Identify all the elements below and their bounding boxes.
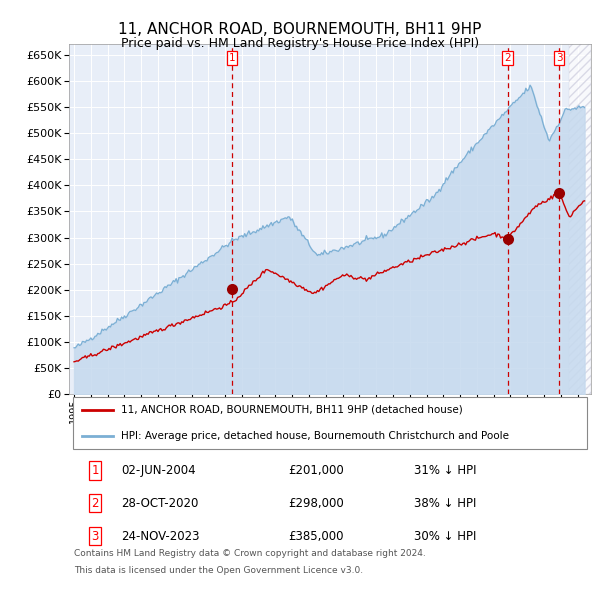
Text: 11, ANCHOR ROAD, BOURNEMOUTH, BH11 9HP (detached house): 11, ANCHOR ROAD, BOURNEMOUTH, BH11 9HP (… [121,405,463,415]
Text: HPI: Average price, detached house, Bournemouth Christchurch and Poole: HPI: Average price, detached house, Bour… [121,431,509,441]
Text: £385,000: £385,000 [288,529,344,543]
Text: Price paid vs. HM Land Registry's House Price Index (HPI): Price paid vs. HM Land Registry's House … [121,37,479,50]
Text: 3: 3 [556,53,562,63]
Text: 24-NOV-2023: 24-NOV-2023 [121,529,200,543]
Text: 1: 1 [91,464,99,477]
Text: £201,000: £201,000 [288,464,344,477]
Text: This data is licensed under the Open Government Licence v3.0.: This data is licensed under the Open Gov… [74,566,364,575]
Text: 11, ANCHOR ROAD, BOURNEMOUTH, BH11 9HP: 11, ANCHOR ROAD, BOURNEMOUTH, BH11 9HP [118,22,482,37]
Text: 02-JUN-2004: 02-JUN-2004 [121,464,196,477]
FancyBboxPatch shape [73,396,587,449]
Text: £298,000: £298,000 [288,497,344,510]
Text: 2: 2 [504,53,511,63]
Text: 38% ↓ HPI: 38% ↓ HPI [413,497,476,510]
Text: 3: 3 [91,529,99,543]
Text: 2: 2 [91,497,99,510]
Text: 28-OCT-2020: 28-OCT-2020 [121,497,199,510]
Text: 30% ↓ HPI: 30% ↓ HPI [413,529,476,543]
Text: 1: 1 [229,53,235,63]
Text: Contains HM Land Registry data © Crown copyright and database right 2024.: Contains HM Land Registry data © Crown c… [74,549,426,558]
Text: 31% ↓ HPI: 31% ↓ HPI [413,464,476,477]
